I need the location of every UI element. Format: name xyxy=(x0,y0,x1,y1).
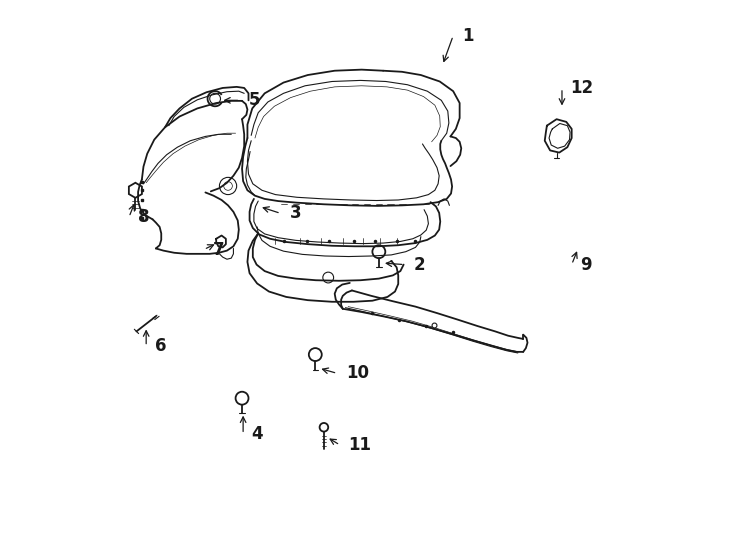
Text: 4: 4 xyxy=(252,426,264,443)
Text: 3: 3 xyxy=(289,205,301,222)
Text: 10: 10 xyxy=(346,364,369,382)
Text: 1: 1 xyxy=(462,26,473,45)
Text: 9: 9 xyxy=(581,255,592,274)
Text: 2: 2 xyxy=(413,255,425,274)
Text: 8: 8 xyxy=(137,208,149,226)
Text: 11: 11 xyxy=(349,436,371,454)
Text: 7: 7 xyxy=(212,240,224,259)
Text: 12: 12 xyxy=(570,79,594,97)
Text: 5: 5 xyxy=(249,91,261,109)
Text: 6: 6 xyxy=(155,338,167,355)
